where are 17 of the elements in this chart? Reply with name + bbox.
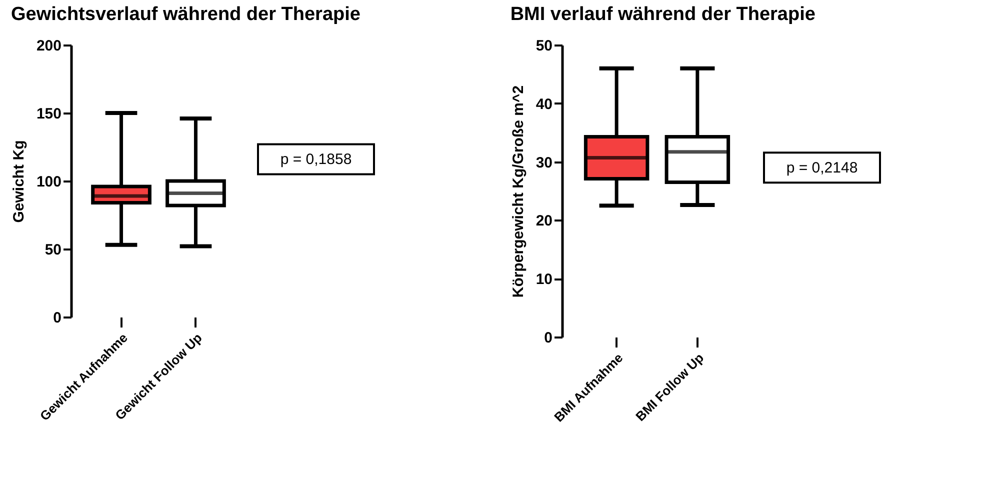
y-tick-label: 50 [44, 242, 62, 258]
y-axis-title: Gewicht Kg [10, 140, 28, 223]
chart-title: BMI verlauf während der Therapie [510, 4, 816, 25]
y-tick-label: 30 [536, 154, 552, 172]
y-axis-title: Körpergewicht Kg/Große m^2 [510, 85, 527, 298]
y-tick-label: 40 [536, 96, 552, 113]
y-tick-label: 0 [53, 310, 62, 326]
chart-title: Gewichtsverlauf während der Therapie [10, 4, 360, 25]
y-tick-label: 50 [536, 38, 552, 54]
y-tick-label: 200 [36, 38, 62, 54]
text: p = 0,2148 [786, 160, 858, 177]
y-tick-label: 150 [36, 106, 62, 122]
y-tick-label: 0 [544, 330, 552, 346]
y-tick-label: 10 [536, 271, 552, 288]
text: p = 0,1858 [280, 151, 352, 168]
y-tick-label: 20 [536, 212, 552, 230]
y-tick-label: 100 [36, 174, 62, 190]
